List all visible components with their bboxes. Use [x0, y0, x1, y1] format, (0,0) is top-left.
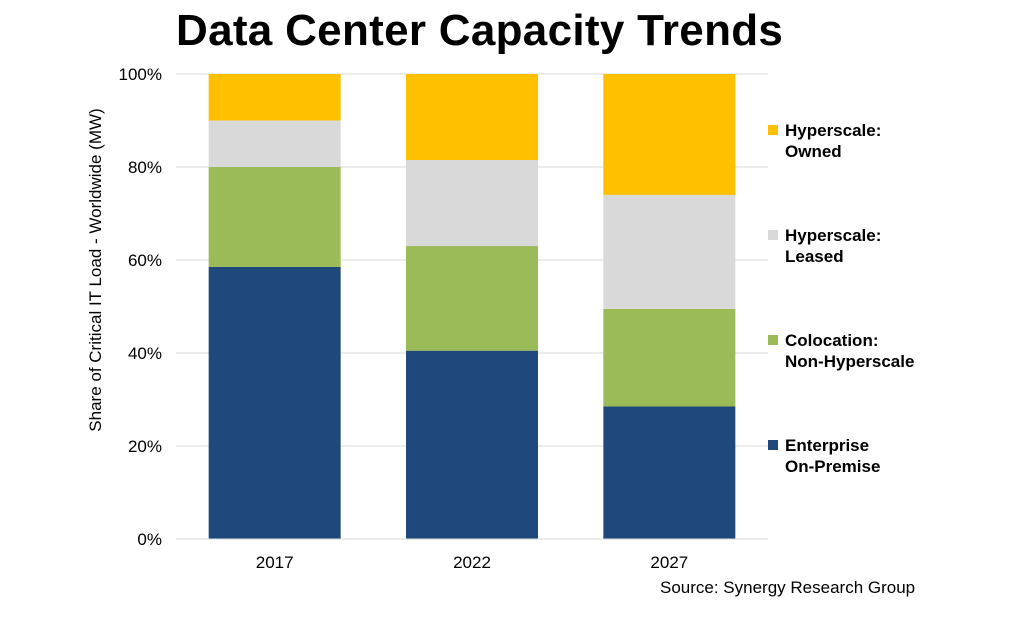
bar-segment [208, 74, 341, 121]
bar-segment [603, 406, 736, 539]
chart-title: Data Center Capacity Trends [176, 6, 784, 55]
bar-segment [406, 246, 538, 351]
bar-segment [406, 350, 538, 539]
source-note: Source: Synergy Research Group [660, 578, 916, 597]
y-tick-label: 60% [128, 251, 162, 270]
bar-segment [603, 74, 736, 195]
y-tick-label: 40% [128, 344, 162, 363]
bar-segment [406, 74, 538, 161]
legend-label-line: Non-Hyperscale [785, 352, 915, 371]
legend-label-line: Colocation: [785, 331, 879, 350]
y-tick-label: 20% [128, 437, 162, 456]
legend-label-line: Hyperscale: [785, 121, 882, 140]
x-tick-label: 2017 [256, 553, 294, 572]
bar-segment [208, 266, 341, 539]
bar-segment [406, 160, 538, 247]
y-tick-label: 80% [128, 158, 162, 177]
legend-label-line: Enterprise [785, 436, 870, 455]
y-tick-label: 100% [119, 65, 162, 84]
legend-label-line: Owned [785, 142, 842, 161]
bar-segment [208, 167, 341, 267]
legend-label-line: Hyperscale: [785, 226, 882, 245]
legend-swatch [768, 125, 778, 135]
legend-swatch [768, 335, 778, 345]
legend-swatch [768, 230, 778, 240]
x-tick-label: 2027 [650, 553, 688, 572]
bar-segment [603, 194, 736, 309]
x-tick-label: 2022 [453, 553, 491, 572]
y-tick-label: 0% [137, 530, 162, 549]
bar-segment [603, 308, 736, 407]
legend-label: Hyperscale: Leased [785, 225, 975, 267]
legend-label-line: Leased [785, 247, 844, 266]
legend-swatch [768, 440, 778, 450]
bar-segment [208, 120, 341, 167]
legend-label-line: On-Premise [785, 457, 881, 476]
legend-label: Hyperscale: Owned [785, 120, 975, 162]
legend-label: Enterprise On-Premise [785, 435, 975, 477]
legend-label: Colocation: Non-Hyperscale [785, 330, 975, 372]
